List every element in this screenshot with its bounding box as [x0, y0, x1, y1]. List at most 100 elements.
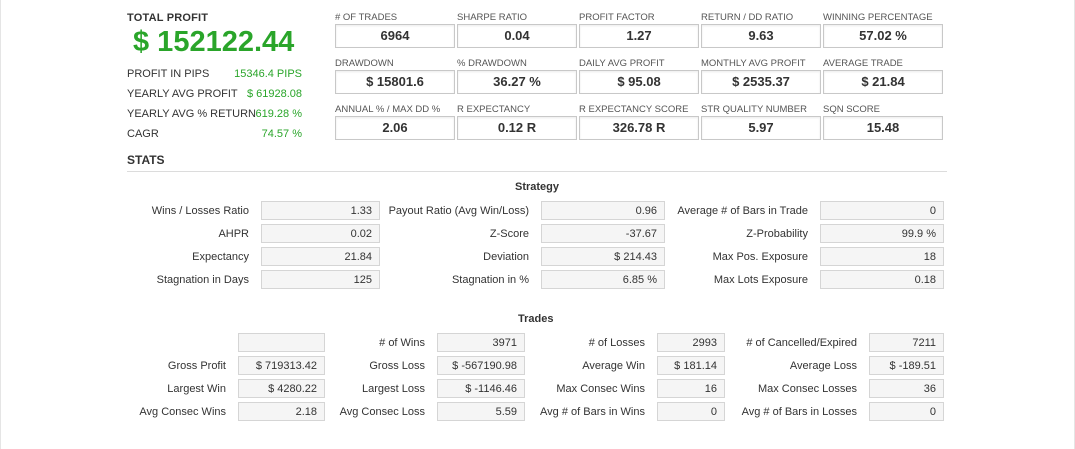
metric-value: 9.63 — [701, 24, 821, 48]
metric-value: 15.48 — [823, 116, 943, 140]
strategy-label: Payout Ratio (Avg Win/Loss) — [388, 205, 529, 217]
trades-title: Trades — [518, 313, 554, 325]
total-profit-label: TOTAL PROFIT — [127, 12, 209, 24]
trades-label: Gross Loss — [369, 360, 425, 372]
metric-label: R EXPECTANCY SCORE — [579, 104, 689, 115]
trades-label: # of Losses — [588, 337, 645, 349]
trades-label: # of Wins — [379, 337, 425, 349]
metric-label: RETURN / DD RATIO — [701, 12, 794, 23]
metric-label: SQN SCORE — [823, 104, 881, 115]
metric-value: $ 15801.6 — [335, 70, 455, 94]
metric-return-dd-ratio: RETURN / DD RATIO 9.63 — [701, 12, 821, 48]
trades-value: $ -567190.98 — [437, 356, 525, 375]
trades-label: Average Win — [582, 360, 645, 372]
strategy-label: Average # of Bars in Trade — [677, 205, 808, 217]
trades-label: Max Consec Wins — [556, 383, 645, 395]
metric-value: $ 2535.37 — [701, 70, 821, 94]
metric-label: PROFIT FACTOR — [579, 12, 655, 23]
trades-value: 2993 — [657, 333, 725, 352]
metric-label: MONTHLY AVG PROFIT — [701, 58, 806, 69]
strategy-value: 0.96 — [541, 201, 665, 220]
summary-label: CAGR — [127, 128, 159, 140]
strategy-value: 1.33 — [261, 201, 380, 220]
trades-label: Avg Consec Wins — [139, 406, 226, 418]
strategy-value: $ 214.43 — [541, 247, 665, 266]
trades-label: Avg # of Bars in Losses — [741, 406, 857, 418]
summary-value: 15346.4 PIPS — [234, 68, 302, 80]
summary-label: YEARLY AVG PROFIT — [127, 88, 238, 100]
summary-value: $ 61928.08 — [246, 88, 302, 100]
strategy-label: Max Lots Exposure — [713, 274, 808, 286]
strategy-label: Wins / Losses Ratio — [151, 205, 249, 217]
summary-label: YEARLY AVG % RETURN — [127, 108, 256, 120]
metric-label: % DRAWDOWN — [457, 58, 527, 69]
metric-average-trade: AVERAGE TRADE $ 21.84 — [823, 58, 943, 94]
trades-value: $ 719313.42 — [238, 356, 325, 375]
trades-label: Avg # of Bars in Wins — [540, 406, 645, 418]
trades-value — [238, 333, 325, 352]
trades-label: Gross Profit — [167, 360, 226, 372]
trades-value: 0 — [657, 402, 725, 421]
stats-title: STATS — [127, 153, 165, 167]
trades-value: $ 4280.22 — [238, 379, 325, 398]
strategy-label: Stagnation in Days — [156, 274, 249, 286]
strategy-label: Deviation — [483, 251, 529, 263]
metric-value: 0.04 — [457, 24, 577, 48]
strategy-value: -37.67 — [541, 224, 665, 243]
trades-label: Largest Loss — [362, 383, 425, 395]
metric-value: 36.27 % — [457, 70, 577, 94]
strategy-value: 18 — [820, 247, 944, 266]
summary-label: PROFIT IN PIPS — [127, 68, 210, 80]
metric-value: 6964 — [335, 24, 455, 48]
metric-r-expectancy-score: R EXPECTANCY SCORE 326.78 R — [579, 104, 699, 140]
trades-value: $ -189.51 — [869, 356, 944, 375]
metric-daily-avg-profit: DAILY AVG PROFIT $ 95.08 — [579, 58, 699, 94]
summary-value: 74.57 % — [261, 128, 302, 140]
stats-divider — [127, 171, 947, 172]
total-profit-value: $ 152122.44 — [133, 26, 295, 58]
strategy-value: 99.9 % — [820, 224, 944, 243]
metric-label: ANNUAL % / MAX DD % — [335, 104, 441, 115]
strategy-value: 6.85 % — [541, 270, 665, 289]
metric-value: 5.97 — [701, 116, 821, 140]
trades-value: 16 — [657, 379, 725, 398]
metric-winning-percentage: WINNING PERCENTAGE 57.02 % — [823, 12, 943, 48]
strategy-value: 0 — [820, 201, 944, 220]
strategy-label: Stagnation in % — [451, 274, 529, 286]
strategy-value: 125 — [261, 270, 380, 289]
summary-value: 619.28 % — [255, 108, 302, 120]
trades-value: $ 181.14 — [657, 356, 725, 375]
left-border — [0, 0, 1, 449]
metric-value: $ 95.08 — [579, 70, 699, 94]
strategy-label: Z-Score — [489, 228, 529, 240]
strategy-label: Expectancy — [192, 251, 249, 263]
metric-label: STR QUALITY NUMBER — [701, 104, 807, 115]
trades-value: 0 — [869, 402, 944, 421]
metric-value: $ 21.84 — [823, 70, 943, 94]
trades-value: 7211 — [869, 333, 944, 352]
trades-label: # of Cancelled/Expired — [746, 337, 857, 349]
trades-label: Average Loss — [789, 360, 857, 372]
trades-label: Largest Win — [167, 383, 226, 395]
strategy-title: Strategy — [515, 181, 560, 193]
strategy-value: 0.02 — [261, 224, 380, 243]
trades-value: 2.18 — [238, 402, 325, 421]
metric-value: 1.27 — [579, 24, 699, 48]
metric-sqn-score: SQN SCORE 15.48 — [823, 104, 943, 140]
metric-label: WINNING PERCENTAGE — [823, 12, 933, 23]
trades-value: 36 — [869, 379, 944, 398]
metric-profit-factor: PROFIT FACTOR 1.27 — [579, 12, 699, 48]
trades-label: Avg Consec Loss — [339, 406, 425, 418]
strategy-label: Max Pos. Exposure — [712, 251, 808, 263]
metric-value: 2.06 — [335, 116, 455, 140]
metric-label: R EXPECTANCY — [457, 104, 531, 115]
metric-label: DAILY AVG PROFIT — [579, 58, 665, 69]
strategy-value: 21.84 — [261, 247, 380, 266]
metric-label: DRAWDOWN — [335, 58, 394, 69]
metric-value: 0.12 R — [457, 116, 577, 140]
metric-value: 57.02 % — [823, 24, 943, 48]
metric-monthly-avg-profit: MONTHLY AVG PROFIT $ 2535.37 — [701, 58, 821, 94]
metric-value: 326.78 R — [579, 116, 699, 140]
metric-percent-drawdown: % DRAWDOWN 36.27 % — [457, 58, 577, 94]
metric-annual-max-dd: ANNUAL % / MAX DD % 2.06 — [335, 104, 455, 140]
